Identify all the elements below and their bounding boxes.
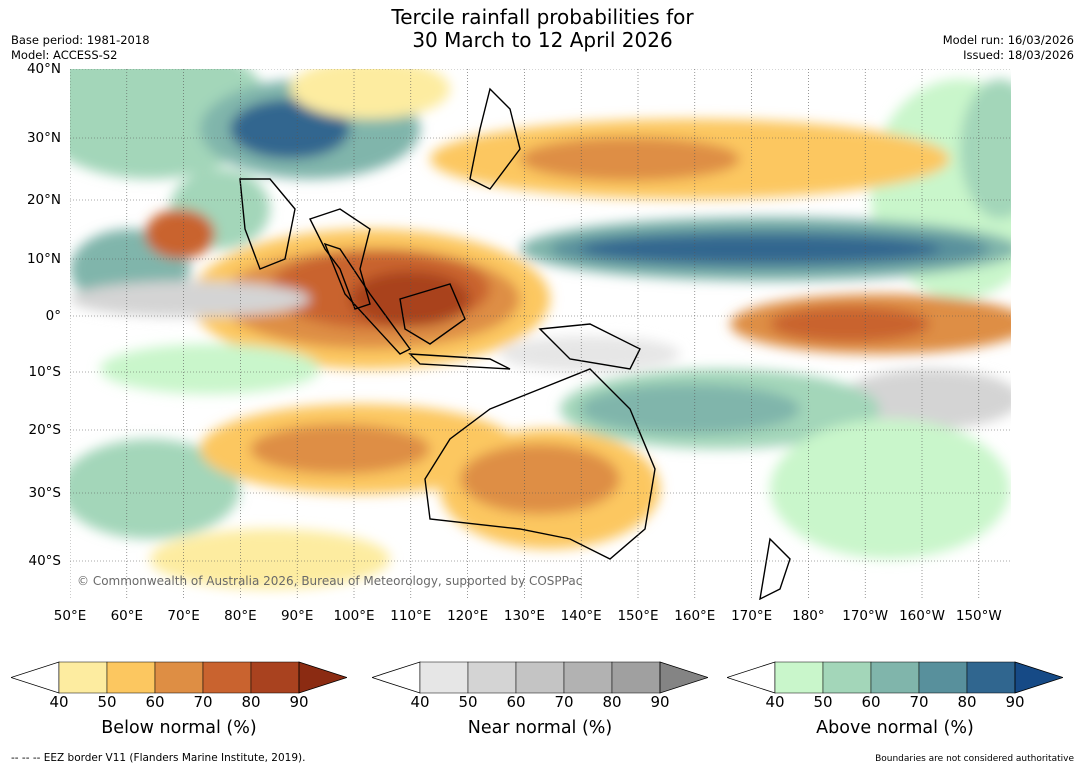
longitude-tick-label: 160°W xyxy=(899,608,945,624)
colorbar-tick-label: 60 xyxy=(506,693,526,711)
longitude-tick-label: 50°E xyxy=(53,608,87,624)
longitude-tick-label: 70°E xyxy=(167,608,200,624)
colorbar-high-extension xyxy=(298,661,347,694)
longitude-tick-label: 60°E xyxy=(110,608,144,624)
colorbar-title: Near normal (%) xyxy=(467,718,613,738)
model-text: Model: ACCESS-S2 xyxy=(11,48,118,62)
map-title-line2: 30 March to 12 April 2026 xyxy=(412,28,673,52)
colorbar-tick-label: 40 xyxy=(49,693,69,711)
colorbar-tick-label: 90 xyxy=(650,693,670,711)
new-guinea-coastline xyxy=(538,323,641,370)
longitude-tick-label: 80°E xyxy=(224,608,257,624)
latitude-tick-label: 30°S xyxy=(28,485,62,501)
latitude-tick-label: 20°S xyxy=(28,422,62,438)
colorbar-segment xyxy=(822,661,872,694)
sumatra-coastline xyxy=(323,242,412,355)
longitude-tick-label: 100°E xyxy=(333,608,375,624)
australia-coastline xyxy=(424,368,656,560)
java-coastline xyxy=(408,353,511,370)
colorbar-title: Above normal (%) xyxy=(816,718,974,738)
colorbar-low-extension xyxy=(727,661,776,694)
colorbar-segment xyxy=(202,661,252,694)
latitude-tick-label: 10°S xyxy=(28,364,62,380)
latitude-tick-label: 0° xyxy=(45,308,61,324)
latitude-tick-label: 10°N xyxy=(26,251,61,267)
graticule xyxy=(70,69,1011,600)
colorbar-low-extension xyxy=(11,661,60,694)
map-canvas xyxy=(70,69,1011,600)
china-coastline xyxy=(469,87,521,190)
colorbar-segment xyxy=(58,661,108,694)
colorbar-tick-label: 50 xyxy=(97,693,117,711)
model-run-text: Model run: 16/03/2026 xyxy=(942,33,1074,47)
longitude-tick-label: 160°E xyxy=(674,608,716,624)
longitude-tick-label: 120°E xyxy=(447,608,489,624)
india-coastline xyxy=(239,178,296,270)
colorbar-segment xyxy=(774,661,824,694)
colorbar-tick-label: 80 xyxy=(957,693,977,711)
boundaries-note: Boundaries are not considered authoritat… xyxy=(875,754,1074,764)
longitude-tick-label: 130°E xyxy=(503,608,545,624)
colorbar-tick-label: 80 xyxy=(602,693,622,711)
colorbar-tick-label: 60 xyxy=(145,693,165,711)
colorbar-tick-label: 80 xyxy=(241,693,261,711)
colorbar-high-extension xyxy=(659,661,708,694)
colorbar-tick-label: 40 xyxy=(410,693,430,711)
colorbar-low-extension xyxy=(372,661,421,694)
colorbar-segment xyxy=(467,661,517,694)
colorbar-tick-label: 50 xyxy=(458,693,478,711)
base-period-text: Base period: 1981-2018 xyxy=(11,33,150,47)
colorbar-tick-label: 70 xyxy=(909,693,929,711)
colorbar-segment xyxy=(419,661,469,694)
colorbar-segment xyxy=(966,661,1016,694)
colorbar-tick-label: 90 xyxy=(289,693,309,711)
latitude-tick-label: 30°N xyxy=(26,130,61,146)
colorbar xyxy=(11,661,347,694)
colorbar-segment xyxy=(563,661,613,694)
longitude-tick-label: 150°E xyxy=(617,608,659,624)
colorbar-title: Below normal (%) xyxy=(101,718,257,738)
probability-map xyxy=(70,69,1011,600)
eez-border-note: -- -- -- EEZ border V11 (Flanders Marine… xyxy=(11,752,306,764)
longitude-tick-label: 150°W xyxy=(955,608,1002,624)
colorbar-segment xyxy=(515,661,565,694)
coastlines xyxy=(239,87,791,600)
colorbar-high-extension xyxy=(1014,661,1063,694)
latitude-tick-label: 20°N xyxy=(26,192,61,208)
longitude-tick-label: 170°E xyxy=(731,608,773,624)
borneo-coastline xyxy=(399,283,466,345)
latitude-tick-label: 40°N xyxy=(26,61,61,77)
longitude-tick-label: 140°E xyxy=(560,608,602,624)
latitude-tick-label: 40°S xyxy=(28,553,62,569)
colorbar-segment xyxy=(870,661,920,694)
colorbar-tick-label: 70 xyxy=(193,693,213,711)
colorbar-segment xyxy=(250,661,300,694)
colorbar-tick-label: 70 xyxy=(554,693,574,711)
colorbar-tick-label: 90 xyxy=(1005,693,1025,711)
longitude-tick-label: 110°E xyxy=(390,608,432,624)
map-title-line1: Tercile rainfall probabilities for xyxy=(391,5,694,29)
colorbar xyxy=(727,661,1063,694)
colorbar-tick-label: 40 xyxy=(765,693,785,711)
colorbar-segment xyxy=(106,661,156,694)
colorbar-tick-label: 60 xyxy=(861,693,881,711)
colorbar xyxy=(372,661,708,694)
colorbar-segment xyxy=(918,661,968,694)
probability-fields xyxy=(70,69,1011,589)
copyright-text: © Commonwealth of Australia 2026, Bureau… xyxy=(77,574,583,588)
longitude-tick-label: 90°E xyxy=(280,608,314,624)
colorbar-tick-label: 50 xyxy=(813,693,833,711)
colorbar-segment xyxy=(611,661,661,694)
longitude-tick-label: 170°W xyxy=(842,608,889,624)
new-zealand-coastline xyxy=(759,537,791,600)
issued-text: Issued: 18/03/2026 xyxy=(963,48,1074,62)
colorbar-segment xyxy=(154,661,204,694)
longitude-tick-label: 180° xyxy=(792,608,825,624)
